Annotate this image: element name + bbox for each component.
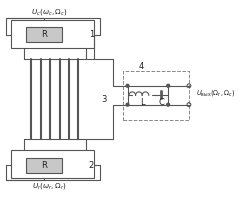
Text: 3: 3 <box>101 94 107 104</box>
Text: 4: 4 <box>139 62 144 71</box>
Text: $U_r(\omega_r, \Omega_r)$: $U_r(\omega_r, \Omega_r)$ <box>32 181 66 191</box>
Circle shape <box>167 103 170 106</box>
Text: $U_c(\omega_c, \Omega_c)$: $U_c(\omega_c, \Omega_c)$ <box>31 7 67 17</box>
Bar <box>11 150 95 178</box>
Bar <box>11 20 95 48</box>
Text: 2: 2 <box>89 161 94 170</box>
Bar <box>26 27 62 42</box>
Text: R: R <box>42 161 47 170</box>
Bar <box>123 71 189 120</box>
Text: L: L <box>140 98 144 107</box>
Text: R: R <box>42 30 47 39</box>
Circle shape <box>126 103 129 106</box>
Text: C: C <box>159 98 164 107</box>
Circle shape <box>167 84 170 87</box>
Circle shape <box>126 84 129 87</box>
Bar <box>26 158 62 173</box>
Text: $U_{\rm вых}(\Omega_r, \Omega_c)$: $U_{\rm вых}(\Omega_r, \Omega_c)$ <box>196 88 235 98</box>
Text: 1: 1 <box>89 30 94 39</box>
